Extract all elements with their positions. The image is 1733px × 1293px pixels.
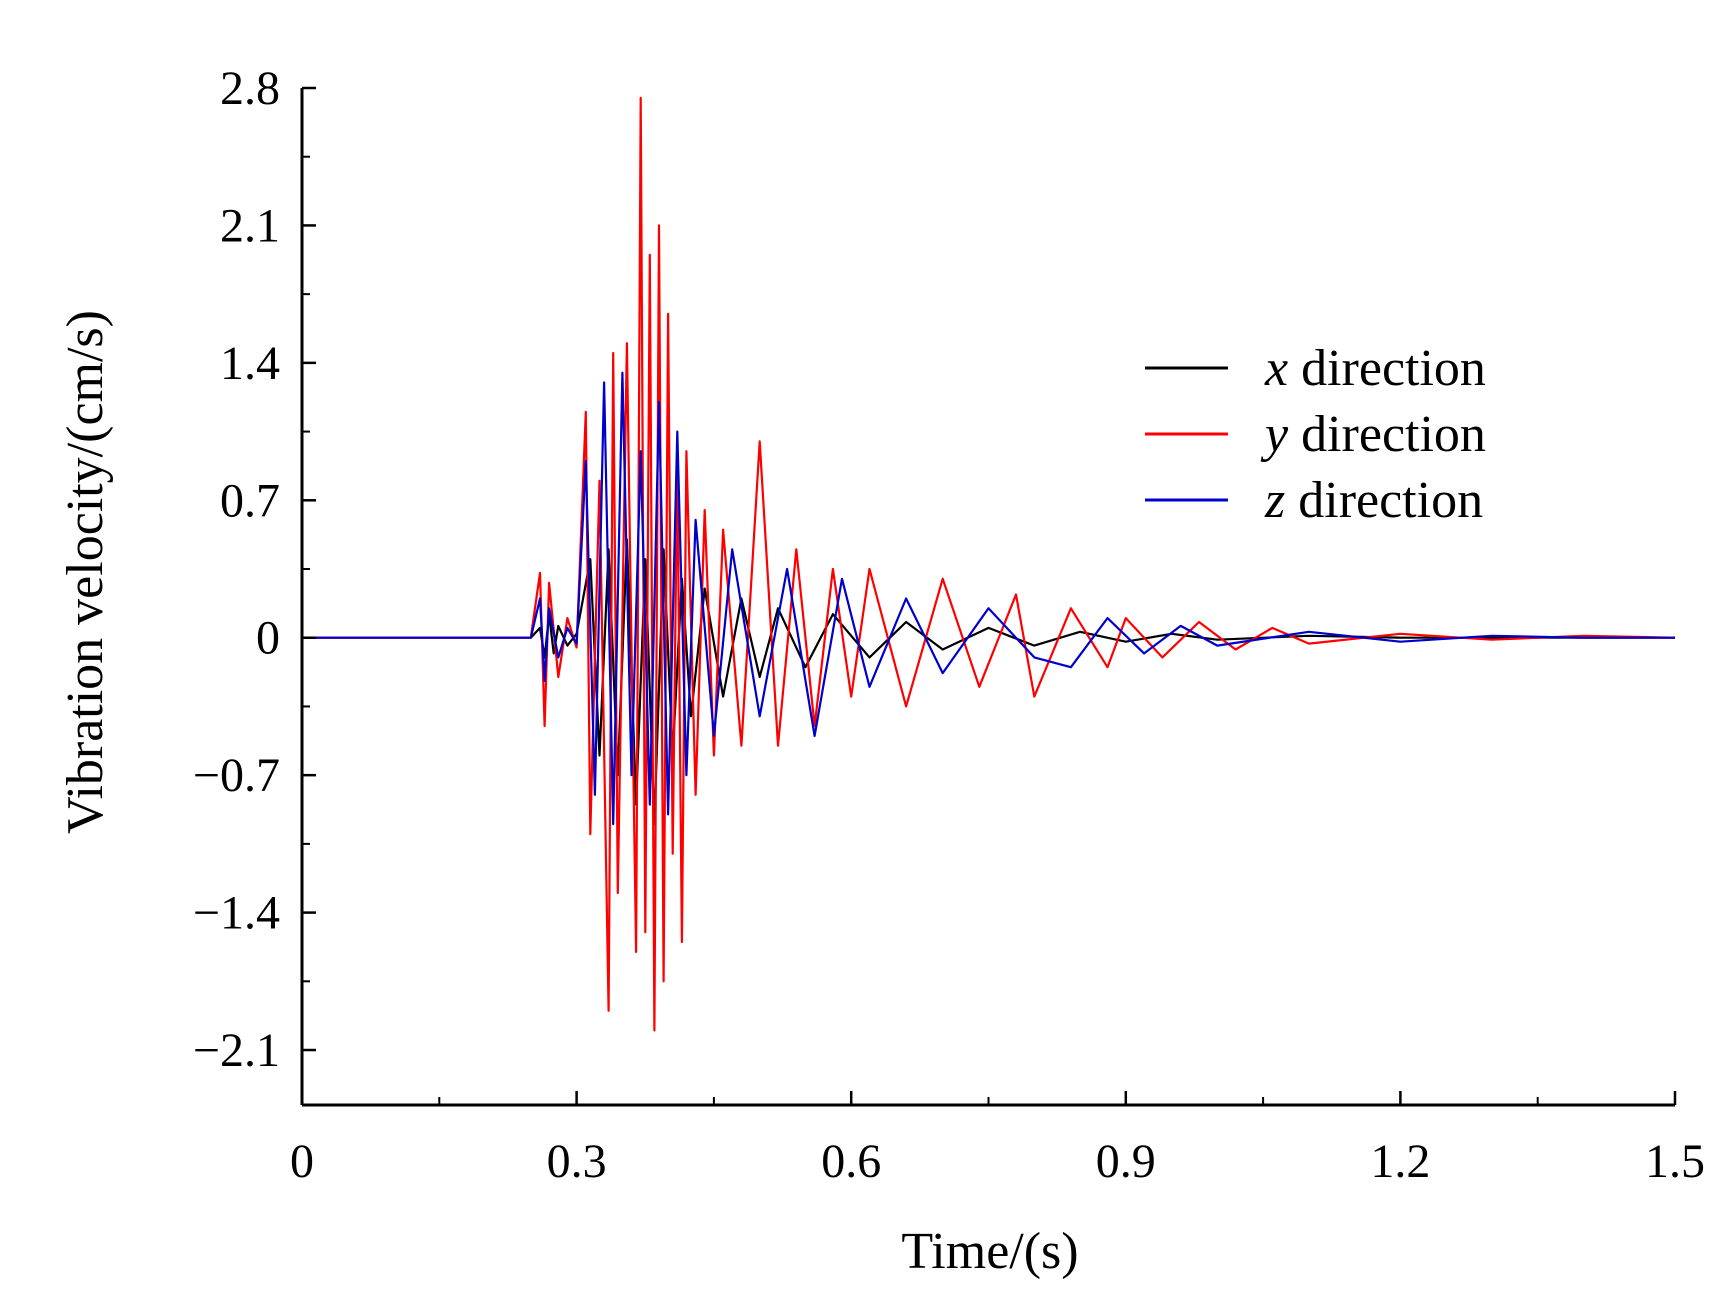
legend-var-y: y (1260, 406, 1289, 463)
y-tick-label: −1.4 (193, 887, 280, 940)
legend-var-z: z (1264, 472, 1285, 529)
legend-var-x: x (1264, 340, 1288, 397)
y-tick-label: 2.8 (220, 62, 280, 115)
y-tick-label: 1.4 (220, 337, 280, 390)
x-tick-label: 0 (290, 1135, 314, 1188)
y-tick-label: −2.1 (193, 1024, 280, 1077)
legend-label-x: direction (1288, 340, 1486, 397)
y-tick-label: 0.7 (220, 474, 280, 527)
series-line-x (302, 538, 1675, 826)
ticks-layer: 0 0.3 0.6 0.9 1.2 1.5 −2.1 −1.4 −0.7 0 0.7 1.4 2.1 2.… (193, 62, 1705, 1188)
y-tick-label: 0 (256, 612, 280, 665)
axes-layer (300, 88, 1675, 1107)
y-tick-label: −0.7 (193, 749, 280, 802)
legend-entry-x: x direction (1264, 340, 1486, 397)
x-tick-label: 0.3 (547, 1135, 607, 1188)
legend-label-z: direction (1285, 472, 1483, 529)
y-tick-label: 2.1 (220, 199, 280, 252)
labels-layer: Time/(s) Vibration velocity/(cm/s) (57, 310, 1079, 1280)
legend-entry-y: y direction (1260, 406, 1486, 463)
x-tick-label: 1.5 (1645, 1135, 1705, 1188)
series-line-z (302, 371, 1675, 826)
x-tick-label: 1.2 (1370, 1135, 1430, 1188)
series-line-y (302, 96, 1676, 1032)
legend-label-y: direction (1288, 406, 1486, 463)
x-tick-label: 0.6 (821, 1135, 881, 1188)
legend-entry-z: z direction (1264, 472, 1483, 529)
x-axis-label: Time/(s) (901, 1223, 1078, 1280)
series-layer (302, 96, 1676, 1032)
y-axis-label: Vibration velocity/(cm/s) (57, 310, 114, 834)
x-tick-label: 0.9 (1096, 1135, 1156, 1188)
